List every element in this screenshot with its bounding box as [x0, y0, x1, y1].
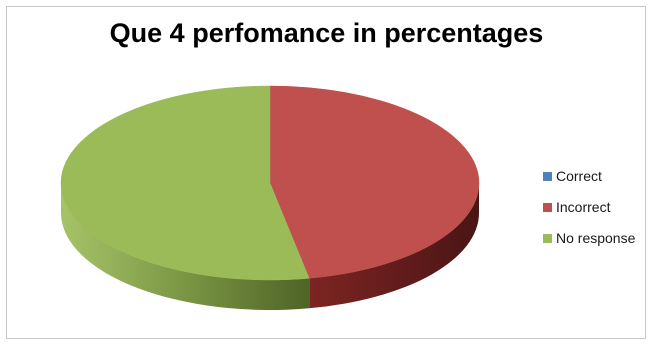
legend-label-incorrect: Incorrect	[556, 199, 611, 215]
chart-title: Que 4 perfomance in percentages	[109, 18, 544, 48]
legend-swatch-correct	[543, 172, 552, 181]
legend-item-no-response: No response	[543, 230, 635, 246]
pie-slice-no-response	[60, 85, 310, 281]
pie-side-incorrect	[309, 183, 479, 309]
legend-swatch-incorrect	[543, 203, 552, 212]
legend: Correct Incorrect No response	[543, 168, 635, 261]
legend-item-incorrect: Incorrect	[543, 199, 635, 215]
legend-item-correct: Correct	[543, 168, 635, 184]
pie-side-no-response	[61, 183, 310, 310]
pie-slice-incorrect	[269, 85, 480, 279]
legend-label-correct: Correct	[556, 168, 602, 184]
legend-swatch-no-response	[543, 234, 552, 243]
legend-label-no-response: No response	[556, 230, 636, 246]
